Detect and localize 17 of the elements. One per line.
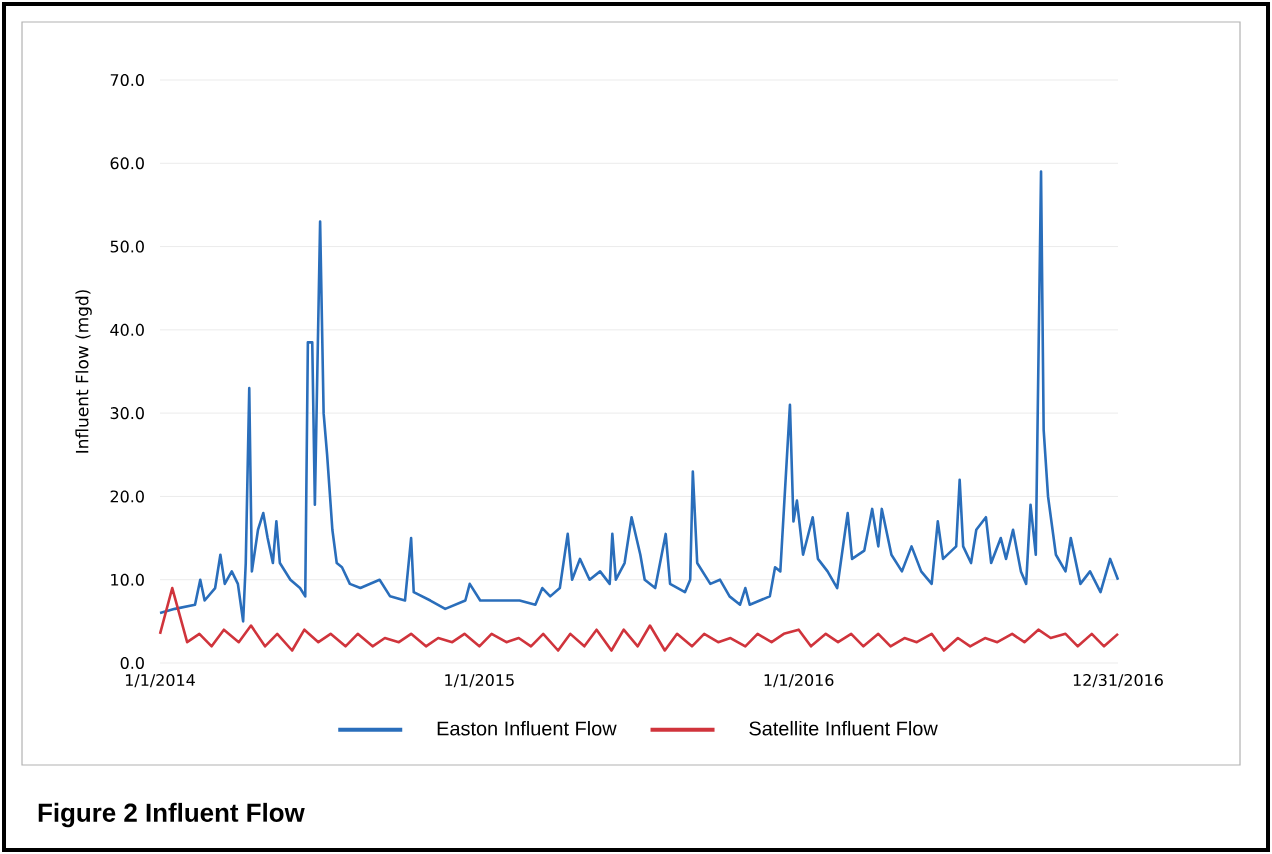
y-axis-title: Influent Flow (mgd) — [75, 290, 92, 453]
y-tick-label: 50.0 — [110, 240, 144, 253]
y-tick-label: 70.0 — [110, 73, 144, 87]
y-tick-label: 40.0 — [110, 323, 144, 336]
x-tick-label: 12/31/2016 — [1073, 674, 1163, 688]
line-series — [158, 586, 1120, 652]
x-tick-label: 1/1/2015 — [445, 674, 514, 688]
y-tick-label: 60.0 — [110, 157, 144, 170]
y-tick-label: 30.0 — [110, 407, 144, 420]
legend-label: Satellite Influent Flow — [749, 720, 938, 736]
legend-label: Easton Influent Flow — [437, 720, 617, 736]
x-tick-label: 1/1/2014 — [125, 674, 195, 688]
y-tick-label: 20.0 — [110, 490, 144, 503]
text: Figure 2 Influent Flow — [38, 802, 305, 828]
y-tick-label: 10.0 — [111, 573, 144, 586]
y-tick-label: 0.0 — [120, 656, 144, 670]
x-tick-label: 1/1/2016 — [764, 674, 834, 688]
